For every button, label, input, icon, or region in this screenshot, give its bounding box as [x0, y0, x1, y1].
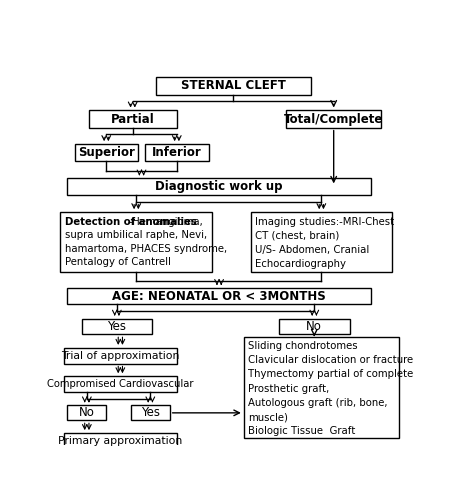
- Text: supra umbilical raphe, Nevi,: supra umbilical raphe, Nevi,: [65, 230, 207, 240]
- Text: Thymectomy partial of complete: Thymectomy partial of complete: [248, 370, 413, 380]
- Bar: [67, 178, 371, 195]
- Text: muscle): muscle): [248, 412, 288, 422]
- Text: Inferior: Inferior: [152, 146, 202, 159]
- Text: Trial of approximation: Trial of approximation: [61, 350, 180, 360]
- Bar: [75, 144, 138, 160]
- Text: Imaging studies:-MRI-Chest: Imaging studies:-MRI-Chest: [255, 216, 394, 226]
- Text: Superior: Superior: [78, 146, 135, 159]
- Text: –Hemangioma,: –Hemangioma,: [127, 216, 203, 226]
- Bar: [67, 288, 371, 304]
- Text: Compromised Cardiovascular: Compromised Cardiovascular: [47, 379, 193, 389]
- Text: Echocardiography: Echocardiography: [255, 259, 346, 269]
- Bar: [244, 336, 399, 438]
- Bar: [61, 212, 212, 272]
- Text: Biologic Tissue  Graft: Biologic Tissue Graft: [248, 426, 355, 436]
- Bar: [64, 376, 177, 392]
- Text: hamartoma, PHACES syndrome,: hamartoma, PHACES syndrome,: [65, 244, 227, 254]
- Text: Primary approximation: Primary approximation: [58, 436, 182, 446]
- Text: Yes: Yes: [141, 406, 160, 420]
- Text: Diagnostic work up: Diagnostic work up: [155, 180, 283, 193]
- Text: Sliding chondrotomes: Sliding chondrotomes: [248, 341, 358, 351]
- Bar: [67, 406, 106, 420]
- Text: Pentalogy of Cantrell: Pentalogy of Cantrell: [65, 257, 171, 267]
- Bar: [131, 406, 170, 420]
- Bar: [279, 318, 349, 334]
- Bar: [251, 212, 392, 272]
- Text: Yes: Yes: [107, 320, 126, 333]
- Text: Clavicular dislocation or fracture: Clavicular dislocation or fracture: [248, 356, 413, 366]
- Text: Partial: Partial: [111, 112, 155, 126]
- Text: U/S- Abdomen, Cranial: U/S- Abdomen, Cranial: [255, 245, 369, 255]
- Bar: [81, 318, 152, 334]
- Text: Autologous graft (rib, bone,: Autologous graft (rib, bone,: [248, 398, 388, 408]
- Bar: [156, 77, 311, 95]
- Bar: [89, 110, 177, 128]
- Text: Prosthetic graft,: Prosthetic graft,: [248, 384, 329, 394]
- Bar: [145, 144, 208, 160]
- Text: Detection of anomalies: Detection of anomalies: [65, 216, 197, 226]
- Text: Total/Complete: Total/Complete: [284, 112, 384, 126]
- Text: AGE: NEONATAL OR < 3MONTHS: AGE: NEONATAL OR < 3MONTHS: [112, 290, 326, 302]
- Text: STERNAL CLEFT: STERNAL CLEFT: [181, 80, 286, 92]
- Bar: [64, 433, 177, 448]
- Text: No: No: [306, 320, 322, 333]
- Bar: [286, 110, 381, 128]
- Text: CT (chest, brain): CT (chest, brain): [255, 231, 339, 241]
- Text: No: No: [79, 406, 95, 420]
- Bar: [64, 348, 177, 364]
